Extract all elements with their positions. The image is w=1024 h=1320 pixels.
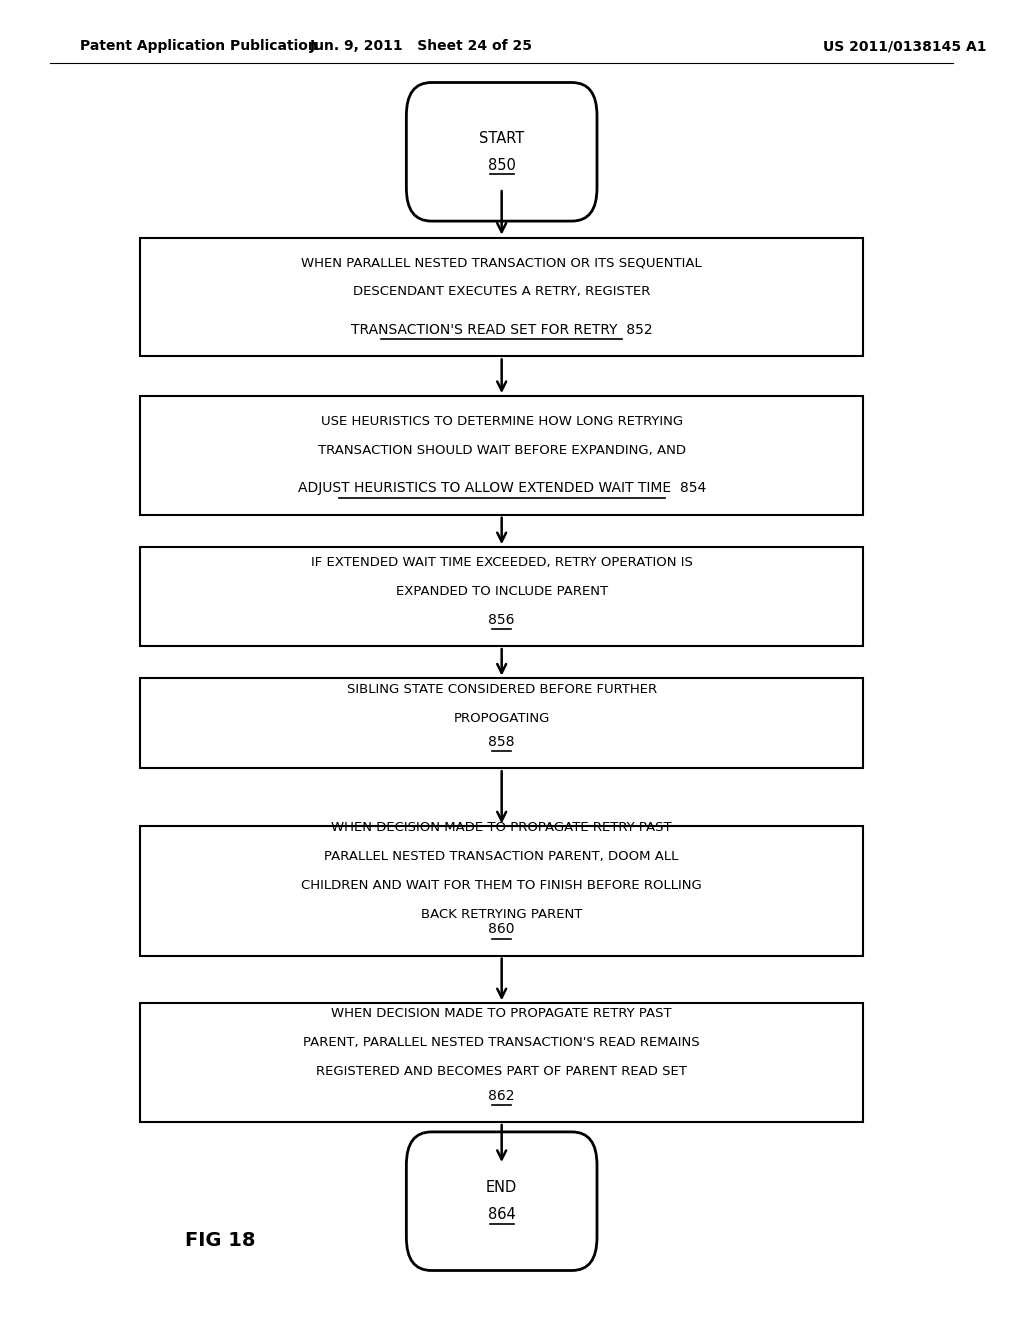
Text: US 2011/0138145 A1: US 2011/0138145 A1 <box>822 40 986 53</box>
Text: WHEN DECISION MADE TO PROPAGATE RETRY PAST: WHEN DECISION MADE TO PROPAGATE RETRY PA… <box>332 1007 672 1020</box>
Text: SIBLING STATE CONSIDERED BEFORE FURTHER: SIBLING STATE CONSIDERED BEFORE FURTHER <box>346 682 656 696</box>
FancyBboxPatch shape <box>140 238 863 356</box>
Text: 864: 864 <box>487 1206 515 1222</box>
Text: Jun. 9, 2011   Sheet 24 of 25: Jun. 9, 2011 Sheet 24 of 25 <box>310 40 532 53</box>
Text: 858: 858 <box>488 735 515 748</box>
Text: BACK RETRYING PARENT: BACK RETRYING PARENT <box>421 908 583 921</box>
Text: FIG 18: FIG 18 <box>185 1232 256 1250</box>
Text: EXPANDED TO INCLUDE PARENT: EXPANDED TO INCLUDE PARENT <box>395 585 607 598</box>
Text: TRANSACTION SHOULD WAIT BEFORE EXPANDING, AND: TRANSACTION SHOULD WAIT BEFORE EXPANDING… <box>317 444 686 457</box>
Text: PARENT, PARALLEL NESTED TRANSACTION'S READ REMAINS: PARENT, PARALLEL NESTED TRANSACTION'S RE… <box>303 1036 700 1049</box>
Text: PROPOGATING: PROPOGATING <box>454 711 550 725</box>
Text: PARALLEL NESTED TRANSACTION PARENT, DOOM ALL: PARALLEL NESTED TRANSACTION PARENT, DOOM… <box>325 850 679 863</box>
Text: END: END <box>486 1180 517 1196</box>
FancyBboxPatch shape <box>407 82 597 220</box>
Text: REGISTERED AND BECOMES PART OF PARENT READ SET: REGISTERED AND BECOMES PART OF PARENT RE… <box>316 1065 687 1078</box>
Text: IF EXTENDED WAIT TIME EXCEEDED, RETRY OPERATION IS: IF EXTENDED WAIT TIME EXCEEDED, RETRY OP… <box>310 556 692 569</box>
FancyBboxPatch shape <box>140 678 863 768</box>
Text: 860: 860 <box>488 923 515 936</box>
Text: 850: 850 <box>487 157 516 173</box>
FancyBboxPatch shape <box>140 826 863 956</box>
Text: USE HEURISTICS TO DETERMINE HOW LONG RETRYING: USE HEURISTICS TO DETERMINE HOW LONG RET… <box>321 414 683 428</box>
FancyBboxPatch shape <box>407 1131 597 1270</box>
Text: 856: 856 <box>488 612 515 627</box>
Text: DESCENDANT EXECUTES A RETRY, REGISTER: DESCENDANT EXECUTES A RETRY, REGISTER <box>353 285 650 298</box>
Text: ADJUST HEURISTICS TO ALLOW EXTENDED WAIT TIME  854: ADJUST HEURISTICS TO ALLOW EXTENDED WAIT… <box>298 482 706 495</box>
Text: 862: 862 <box>488 1089 515 1102</box>
FancyBboxPatch shape <box>140 546 863 645</box>
FancyBboxPatch shape <box>140 396 863 515</box>
Text: WHEN PARALLEL NESTED TRANSACTION OR ITS SEQUENTIAL: WHEN PARALLEL NESTED TRANSACTION OR ITS … <box>301 256 702 269</box>
Text: TRANSACTION'S READ SET FOR RETRY  852: TRANSACTION'S READ SET FOR RETRY 852 <box>351 323 652 337</box>
FancyBboxPatch shape <box>140 1003 863 1122</box>
Text: Patent Application Publication: Patent Application Publication <box>80 40 318 53</box>
Text: CHILDREN AND WAIT FOR THEM TO FINISH BEFORE ROLLING: CHILDREN AND WAIT FOR THEM TO FINISH BEF… <box>301 879 702 892</box>
Text: WHEN DECISION MADE TO PROPAGATE RETRY PAST: WHEN DECISION MADE TO PROPAGATE RETRY PA… <box>332 821 672 834</box>
Text: START: START <box>479 131 524 147</box>
